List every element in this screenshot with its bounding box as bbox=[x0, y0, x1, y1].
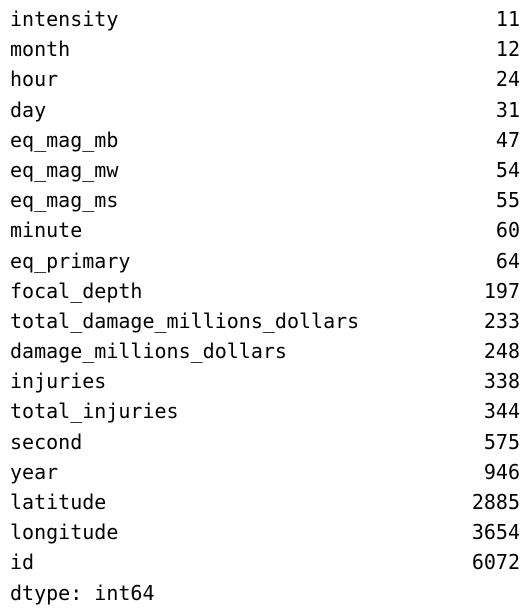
series-row: second 575 bbox=[10, 427, 520, 457]
row-label: damage_millions_dollars bbox=[10, 339, 287, 364]
row-value: 197 bbox=[483, 278, 520, 303]
series-row: id 6072 bbox=[10, 547, 520, 577]
series-row: total_damage_millions_dollars 233 bbox=[10, 306, 520, 336]
series-row: eq_primary 64 bbox=[10, 246, 520, 276]
series-row: latitude 2885 bbox=[10, 487, 520, 517]
row-label: id bbox=[10, 550, 35, 575]
row-value: 575 bbox=[483, 429, 520, 454]
series-row: damage_millions_dollars 248 bbox=[10, 336, 520, 366]
row-value: 233 bbox=[483, 308, 520, 333]
series-row: minute 60 bbox=[10, 215, 520, 245]
row-value: 24 bbox=[495, 67, 520, 92]
series-row: year 946 bbox=[10, 457, 520, 487]
series-row: eq_mag_mb 47 bbox=[10, 125, 520, 155]
row-label: total_damage_millions_dollars bbox=[10, 308, 360, 333]
row-value: 2885 bbox=[471, 490, 520, 514]
series-output: intensity 11 month 12 hour 24 day 31 eq_… bbox=[10, 4, 520, 608]
row-value: 47 bbox=[495, 127, 520, 152]
dtype-line: dtype: int64 bbox=[10, 580, 155, 605]
row-value: 60 bbox=[495, 218, 520, 243]
row-label: month bbox=[10, 37, 71, 62]
row-value: 31 bbox=[495, 97, 520, 122]
row-value: 338 bbox=[483, 369, 520, 394]
row-label: focal_depth bbox=[10, 278, 143, 303]
row-label: eq_primary bbox=[10, 248, 131, 273]
row-label: eq_mag_ms bbox=[10, 188, 119, 213]
series-row: focal_depth 197 bbox=[10, 276, 520, 306]
series-row: month 12 bbox=[10, 34, 520, 64]
row-value: 64 bbox=[495, 248, 520, 273]
row-value: 946 bbox=[483, 459, 520, 484]
series-row: eq_mag_ms 55 bbox=[10, 185, 520, 215]
row-value: 6072 bbox=[471, 550, 520, 575]
series-row: longitude 3654 bbox=[10, 517, 520, 547]
series-row: day 31 bbox=[10, 95, 520, 125]
row-label: latitude bbox=[10, 490, 107, 514]
row-label: minute bbox=[10, 218, 83, 243]
row-label: total_injuries bbox=[10, 399, 179, 424]
row-label: eq_mag_mw bbox=[10, 157, 119, 182]
row-value: 54 bbox=[495, 157, 520, 182]
row-value: 11 bbox=[495, 7, 520, 31]
row-value: 3654 bbox=[471, 520, 520, 545]
row-label: intensity bbox=[10, 7, 119, 31]
row-label: injuries bbox=[10, 369, 107, 394]
series-row: eq_mag_mw 54 bbox=[10, 155, 520, 185]
row-value: 12 bbox=[495, 37, 520, 62]
row-value: 248 bbox=[483, 339, 520, 364]
row-value: 55 bbox=[495, 188, 520, 213]
row-value: 344 bbox=[483, 399, 520, 424]
series-row: intensity 11 bbox=[10, 4, 520, 34]
series-row: injuries 338 bbox=[10, 366, 520, 396]
series-row: total_injuries 344 bbox=[10, 396, 520, 426]
row-label: hour bbox=[10, 67, 59, 92]
row-label: longitude bbox=[10, 520, 119, 545]
row-label: day bbox=[10, 97, 47, 122]
row-label: year bbox=[10, 459, 59, 484]
row-label: second bbox=[10, 429, 83, 454]
row-label: eq_mag_mb bbox=[10, 127, 119, 152]
series-row: hour 24 bbox=[10, 64, 520, 94]
